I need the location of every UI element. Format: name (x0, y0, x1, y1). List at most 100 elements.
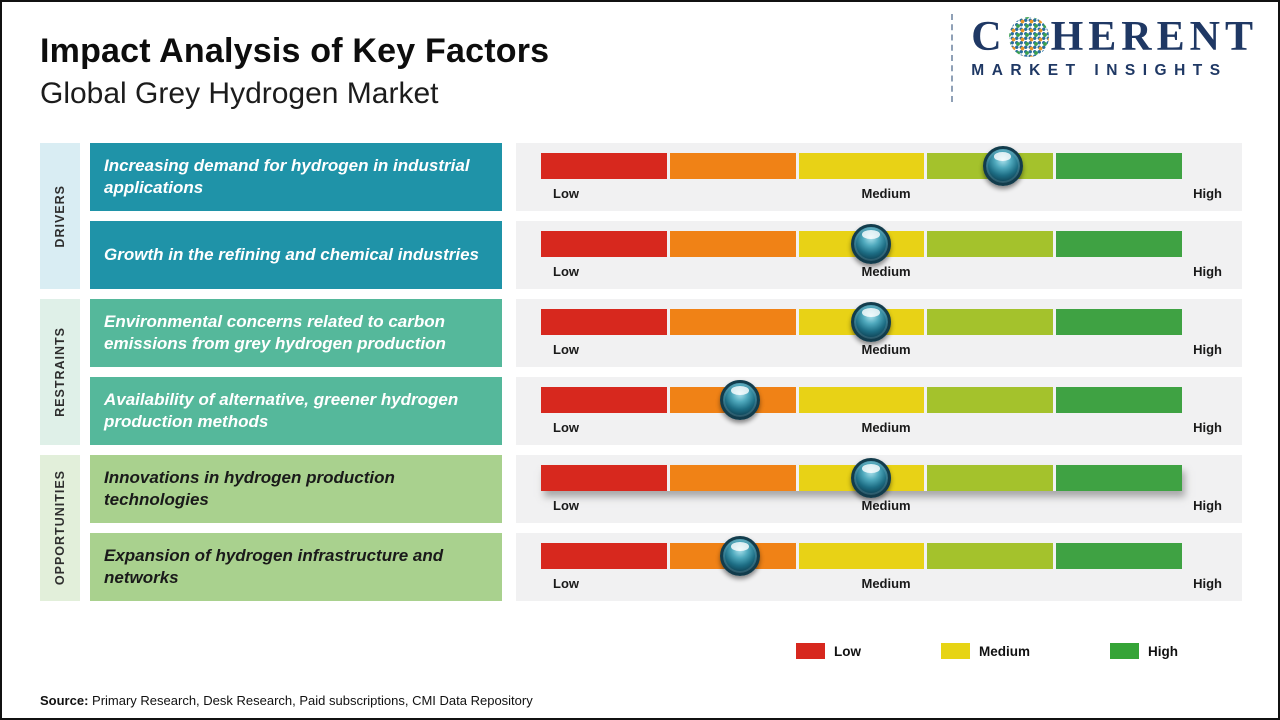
bar-segment-high (1056, 465, 1182, 491)
bar-segment-mid-high (927, 387, 1054, 413)
bar-segment-high (1056, 543, 1182, 569)
bar-segment-low (541, 309, 667, 335)
scale-label-low: Low (553, 342, 579, 357)
logo-letter-c: C (971, 14, 1007, 60)
impact-track: Low Medium High (516, 455, 1242, 523)
group-restraints: RESTRAINTS Environmental concerns relate… (40, 299, 1242, 445)
legend-swatch-medium (940, 643, 970, 659)
group-label-text: OPPORTUNITIES (53, 470, 67, 586)
impact-matrix: DRIVERS Increasing demand for hydrogen i… (40, 143, 1242, 601)
scale-label-medium: Medium (861, 576, 911, 591)
source-label: Source: (40, 693, 89, 708)
scale-labels: Low Medium High (553, 498, 1222, 513)
impact-marker-icon (851, 458, 892, 498)
header: Impact Analysis of Key Factors Global Gr… (2, 2, 1278, 137)
bar-segment-low-mid (669, 153, 796, 179)
impact-row: Expansion of hydrogen infrastructure and… (90, 533, 1242, 601)
bar-segment-mid (798, 543, 925, 569)
factor-card: Innovations in hydrogen production techn… (90, 455, 502, 523)
factor-text: Availability of alternative, greener hyd… (104, 389, 459, 431)
group-rows: Environmental concerns related to carbon… (90, 299, 1242, 445)
bar-segment-low (541, 153, 667, 179)
scale-labels: Low Medium High (553, 186, 1222, 201)
scale-label-low: Low (553, 420, 579, 435)
impact-track: Low Medium High (516, 299, 1242, 367)
source-line: Source: Primary Research, Desk Research,… (40, 693, 533, 708)
scale-label-low: Low (553, 498, 579, 513)
factor-text: Innovations in hydrogen production techn… (104, 467, 395, 509)
page-subtitle: Global Grey Hydrogen Market (40, 77, 439, 110)
scale-label-low: Low (553, 264, 579, 279)
scale-label-medium: Medium (861, 420, 911, 435)
impact-track: Low Medium High (516, 377, 1242, 445)
page-title: Impact Analysis of Key Factors (40, 32, 550, 70)
logo-inner: C HERENT MARKET INSIGHTS (971, 16, 1258, 102)
bar-segment-high (1056, 153, 1182, 179)
legend-label-high: High (1148, 643, 1178, 659)
factor-card: Environmental concerns related to carbon… (90, 299, 502, 367)
scale-label-medium: Medium (861, 186, 911, 201)
bar-segment-mid (798, 153, 925, 179)
legend-item-high: High (1110, 643, 1178, 659)
impact-bar (541, 224, 1182, 264)
impact-marker-icon (719, 536, 760, 576)
legend-label-medium: Medium (978, 643, 1030, 659)
group-drivers: DRIVERS Increasing demand for hydrogen i… (40, 143, 1242, 289)
scale-label-high: High (1193, 576, 1222, 591)
legend-item-medium: Medium (940, 643, 1030, 659)
factor-text: Environmental concerns related to carbon… (104, 311, 446, 353)
logo-wordmark: C HERENT (971, 16, 1258, 58)
legend-swatch-low (795, 643, 825, 659)
legend-swatch-high (1110, 643, 1139, 659)
scale-labels: Low Medium High (553, 420, 1222, 435)
logo-divider (951, 14, 954, 102)
bar-segment-mid-high (927, 465, 1054, 491)
impact-marker-icon (851, 224, 892, 264)
logo: C HERENT MARKET INSIGHTS (951, 14, 1258, 102)
scale-labels: Low Medium High (553, 264, 1222, 279)
scale-label-high: High (1193, 186, 1222, 201)
bar-segment-low (541, 543, 667, 569)
impact-track: Low Medium High (516, 533, 1242, 601)
impact-marker-icon (719, 380, 760, 420)
scale-label-high: High (1193, 420, 1222, 435)
bar-segment-high (1056, 387, 1182, 413)
scale-label-low: Low (553, 576, 579, 591)
factor-card: Availability of alternative, greener hyd… (90, 377, 502, 445)
bar-segment-low-mid (669, 465, 796, 491)
impact-bar (541, 302, 1182, 342)
factor-text: Expansion of hydrogen infrastructure and… (104, 545, 444, 587)
group-label-drivers: DRIVERS (40, 143, 80, 289)
impact-track: Low Medium High (516, 221, 1242, 289)
group-rows: Innovations in hydrogen production techn… (90, 455, 1242, 601)
factor-card: Growth in the refining and chemical indu… (90, 221, 502, 289)
impact-marker-icon (851, 302, 892, 342)
bar-segment-mid-high (927, 309, 1054, 335)
group-label-restraints: RESTRAINTS (40, 299, 80, 445)
logo-dot-sphere-icon (1008, 17, 1049, 57)
scale-label-high: High (1193, 342, 1222, 357)
group-opportunities: OPPORTUNITIES Innovations in hydrogen pr… (40, 455, 1242, 601)
scale-label-high: High (1193, 498, 1222, 513)
factor-card: Increasing demand for hydrogen in indust… (90, 143, 502, 211)
impact-bar (541, 536, 1182, 576)
impact-bar (541, 380, 1182, 420)
bar-segment-mid-high (927, 231, 1054, 257)
factor-card: Expansion of hydrogen infrastructure and… (90, 533, 502, 601)
group-label-text: DRIVERS (53, 184, 67, 248)
legend-label-low: Low (833, 643, 861, 659)
scale-label-medium: Medium (861, 342, 911, 357)
legend: Low Medium High (2, 643, 1178, 659)
impact-row: Availability of alternative, greener hyd… (90, 377, 1242, 445)
impact-track: Low Medium High (516, 143, 1242, 211)
impact-marker-icon (982, 146, 1023, 186)
scale-labels: Low Medium High (553, 576, 1222, 591)
bar-segment-low-mid (669, 231, 796, 257)
source-text: Primary Research, Desk Research, Paid su… (88, 693, 533, 708)
logo-letters-herent: HERENT (1050, 14, 1258, 60)
scale-label-medium: Medium (861, 498, 911, 513)
scale-label-high: High (1193, 264, 1222, 279)
bar-segment-low-mid (669, 309, 796, 335)
factor-text: Increasing demand for hydrogen in indust… (104, 155, 470, 197)
